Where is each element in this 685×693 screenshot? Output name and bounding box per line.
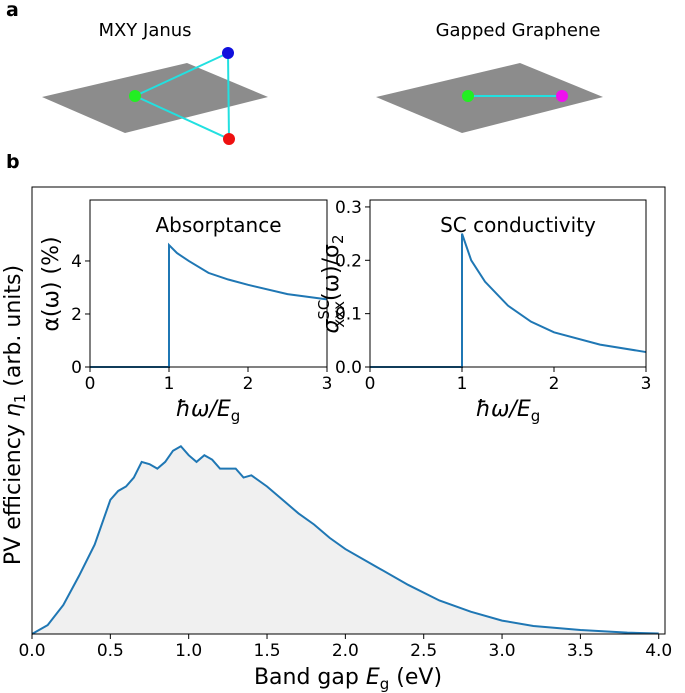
x-tick-label: 0.5 [97, 641, 124, 661]
panel-label: b [6, 151, 20, 173]
plane [376, 63, 603, 133]
x-tick-label: 1 [164, 374, 175, 394]
x-tick-label: 0 [365, 374, 376, 394]
atom [222, 47, 234, 59]
x-tick-label: 1 [457, 374, 468, 394]
x-tick-label: 4.0 [645, 641, 672, 661]
x-axis-label: ħω/Eg [176, 397, 241, 425]
x-tick-label: 1.5 [254, 641, 281, 661]
y-tick-label: 0.0 [335, 358, 362, 378]
plane [42, 63, 268, 133]
inset-title: SC conductivity [440, 213, 596, 237]
axes-frame [89, 199, 328, 368]
y-axis-label: σSCxxx(ω)/σ2 [315, 234, 348, 333]
x-tick-label: 0.0 [18, 641, 45, 661]
y-tick-label: 0 [71, 358, 82, 378]
y-tick-label: 0.1 [335, 305, 362, 325]
atom [129, 90, 141, 102]
x-tick-label: 2 [549, 374, 560, 394]
plot-frame [369, 199, 647, 368]
axes-frame [369, 199, 647, 368]
bond [134, 51, 231, 141]
atom [223, 133, 235, 145]
x-tick-label: 2 [243, 374, 254, 394]
x-tick-label: 2.0 [332, 641, 359, 661]
x-tick-label: 1.0 [175, 641, 202, 661]
line [31, 444, 659, 635]
line [90, 242, 328, 368]
y-axis-label: α(ω) (%) [39, 236, 64, 331]
y-tick-label: 0.3 [335, 198, 362, 218]
axes-frame [31, 186, 666, 635]
y-tick-label: 4 [71, 252, 82, 272]
y-tick-label: 0.2 [335, 251, 362, 271]
x-axis-label: Band gap Eg (eV) [254, 665, 442, 693]
diagram-title: MXY Janus [98, 20, 191, 41]
x-tick-label: 3.0 [489, 641, 516, 661]
line [370, 233, 647, 368]
x-tick-label: 0 [85, 374, 96, 394]
inset-title: Absorptance [155, 213, 281, 237]
x-tick-label: 2.5 [410, 641, 437, 661]
atom [556, 90, 568, 102]
atom [462, 90, 474, 102]
area [32, 446, 659, 634]
y-axis-label: PV efficiency η1 (arb. units) [1, 265, 29, 565]
diagram-title: Gapped Graphene [436, 20, 601, 41]
y-tick-label: 2 [71, 305, 82, 325]
panel-label: a [6, 0, 19, 21]
x-tick-label: 3 [322, 374, 333, 394]
x-tick-label: 3.5 [567, 641, 594, 661]
x-axis-label: ħω/Eg [476, 397, 541, 425]
x-tick-label: 3 [641, 374, 652, 394]
